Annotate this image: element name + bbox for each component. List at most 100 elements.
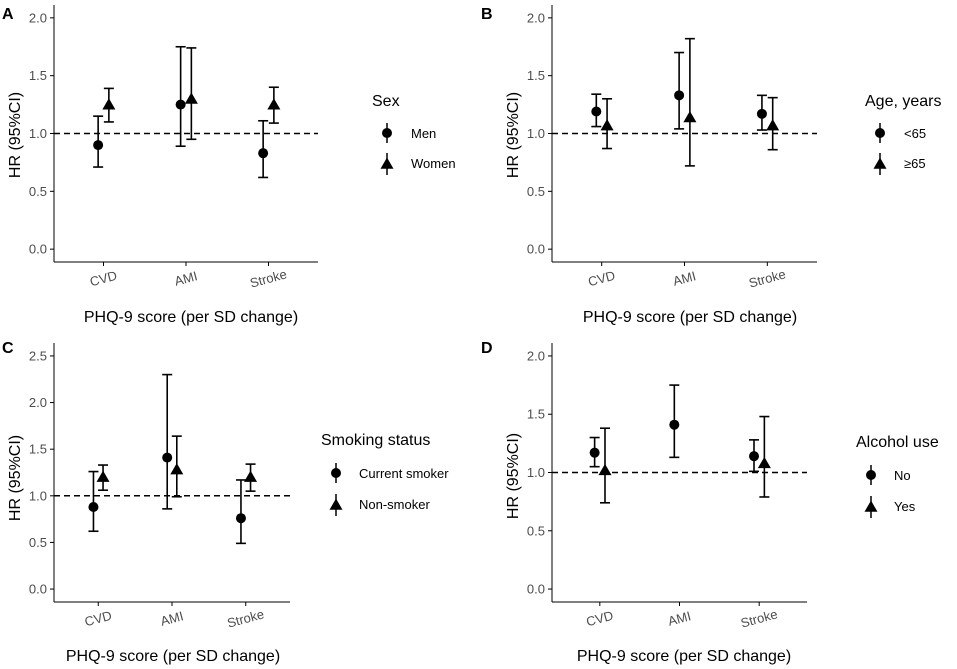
legend-non-smoker-label: Non-smoker	[359, 497, 430, 512]
panel-d-no-stroke-point	[749, 451, 760, 462]
panel-a-men-stroke-point	[258, 148, 269, 159]
panel-a-women-cvd-point	[102, 98, 116, 110]
panel-d-y-tick-label: 2.0	[527, 348, 545, 363]
panel-d-no-cvd-point	[589, 447, 600, 458]
panel-a-x-tick-label-cvd: CVD	[88, 268, 118, 290]
panel-c-y-tick-label: 0.5	[29, 535, 47, 550]
legend-non-smoker-triangle-marker	[329, 498, 343, 510]
legend-under-65-circle-marker	[875, 128, 885, 138]
panel-a-y-tick-label: 1.0	[29, 126, 47, 141]
panel-c-letter: C	[2, 340, 14, 357]
panel-d-x-tick-label-cvd: CVD	[584, 608, 614, 630]
panel-b-x-tick-label-cvd: CVD	[586, 268, 616, 290]
legend-item-65-plus: ≥65	[873, 153, 926, 175]
panel-d-x-tick-label-ami: AMI	[666, 608, 692, 628]
panel-c-x-tick-label-ami: AMI	[159, 608, 185, 628]
panel-b: B HR (95%CI) PHQ-9 score (per SD change)…	[481, 5, 941, 326]
panel-a-women-ami-point	[184, 92, 198, 104]
panel-a: A HR (95%CI) PHQ-9 score (per SD change)…	[2, 5, 456, 326]
panel-a-letter: A	[2, 6, 14, 23]
panel-c-y-tick-label: 2.0	[29, 395, 47, 410]
panel-b-y-tick-label: 0.5	[527, 184, 545, 199]
panel-b-x-tick-label-ami: AMI	[671, 268, 697, 288]
panel-d-yes-cvd-point	[598, 463, 612, 476]
legend-no-circle-marker	[866, 470, 876, 480]
panel-c-current-smoker-cvd-point	[88, 501, 99, 512]
legend-women-triangle-marker	[380, 157, 394, 169]
panel-a-men-ami-point	[175, 99, 186, 110]
panel-d-letter: D	[481, 340, 493, 357]
panel-b-ge-65-stroke-point	[766, 119, 780, 131]
panel-d-no-ami-point	[669, 419, 680, 430]
legend-item-no: No	[866, 465, 911, 485]
panel-c-current-smoker-ami-point	[162, 452, 173, 463]
legend-item-under-65: <65	[875, 123, 926, 143]
panel-a-y-axis-title: HR (95%CI)	[7, 92, 24, 178]
legend-item-current-smoker: Current smoker	[331, 463, 449, 483]
panel-a-y-tick-label: 0.5	[29, 184, 47, 199]
panel-d-y-tick-label: 1.0	[527, 465, 545, 480]
panel-d-x-axis-title: PHQ-9 score (per SD change)	[577, 648, 791, 665]
panel-c-y-tick-label: 1.0	[29, 488, 47, 503]
legend-under-65-label: <65	[904, 126, 926, 141]
panel-b-letter: B	[481, 6, 493, 23]
panel-a-women-stroke-point	[267, 98, 281, 110]
panel-c-x-axis-title: PHQ-9 score (per SD change)	[66, 648, 280, 665]
panel-c-y-tick-label: 2.5	[29, 348, 47, 363]
legend-item-yes: Yes	[864, 496, 916, 518]
panel-c-non-smoker-ami-point	[170, 463, 184, 475]
panel-b-legend-title: Age, years	[865, 93, 941, 110]
panel-b-y-tick-label: 0.0	[527, 242, 545, 257]
legend-current-smoker-circle-marker	[331, 468, 341, 478]
panel-b-lt-65-stroke-point	[756, 108, 767, 119]
panel-b-y-axis-title: HR (95%CI)	[505, 92, 522, 178]
legend-yes-label: Yes	[894, 499, 916, 514]
legend-item-men: Men	[382, 123, 436, 143]
panel-c-y-axis-title: HR (95%CI)	[7, 435, 24, 521]
panel-b-y-tick-label: 1.0	[527, 126, 545, 141]
legend-item-women: Women	[380, 153, 456, 175]
panel-d-y-axis-title: HR (95%CI)	[505, 433, 522, 519]
legend-women-label: Women	[411, 156, 456, 171]
legend-yes-triangle-marker	[864, 500, 878, 512]
legend-current-smoker-label: Current smoker	[359, 466, 449, 481]
panel-d-y-tick-label: 0.5	[527, 523, 545, 538]
panel-b-ge-65-cvd-point	[600, 119, 614, 131]
panel-d-y-tick-label: 0.0	[527, 582, 545, 597]
panel-b-y-tick-label: 1.5	[527, 68, 545, 83]
panel-c: C HR (95%CI) PHQ-9 score (per SD change)…	[2, 340, 449, 665]
panel-b-y-tick-label: 2.0	[527, 10, 545, 25]
panel-a-y-tick-label: 1.5	[29, 68, 47, 83]
panel-c-y-tick-label: 1.5	[29, 442, 47, 457]
panel-c-x-tick-label-cvd: CVD	[83, 608, 113, 630]
panel-a-y-tick-label: 2.0	[29, 10, 47, 25]
panel-c-current-smoker-stroke-point	[235, 513, 246, 524]
panel-b-lt-65-ami-point	[674, 90, 685, 101]
legend-men-label: Men	[411, 126, 436, 141]
legend-men-circle-marker	[382, 128, 392, 138]
panel-c-non-smoker-cvd-point	[96, 470, 110, 482]
panel-d-yes-stroke-point	[757, 456, 771, 469]
panel-a-x-axis-title: PHQ-9 score (per SD change)	[84, 309, 298, 326]
panel-c-legend-title: Smoking status	[321, 432, 430, 449]
panel-a-men-cvd-point	[93, 140, 104, 151]
panel-c-non-smoker-stroke-point	[244, 470, 258, 482]
legend-65-plus-triangle-marker	[873, 157, 887, 169]
panel-d-y-tick-label: 1.5	[527, 407, 545, 422]
panel-b-x-axis-title: PHQ-9 score (per SD change)	[583, 309, 797, 326]
legend-item-non-smoker: Non-smoker	[329, 494, 430, 516]
panel-b-ge-65-ami-point	[683, 110, 697, 123]
panel-b-lt-65-cvd-point	[591, 106, 602, 117]
panel-a-legend-title: Sex	[372, 93, 400, 110]
panel-d-legend-title: Alcohol use	[856, 434, 939, 451]
panel-a-x-tick-label-ami: AMI	[173, 268, 199, 288]
panel-c-y-tick-label: 0.0	[29, 582, 47, 597]
legend-65-plus-label: ≥65	[904, 156, 926, 171]
legend-no-label: No	[894, 468, 911, 483]
panel-a-y-tick-label: 0.0	[29, 242, 47, 257]
